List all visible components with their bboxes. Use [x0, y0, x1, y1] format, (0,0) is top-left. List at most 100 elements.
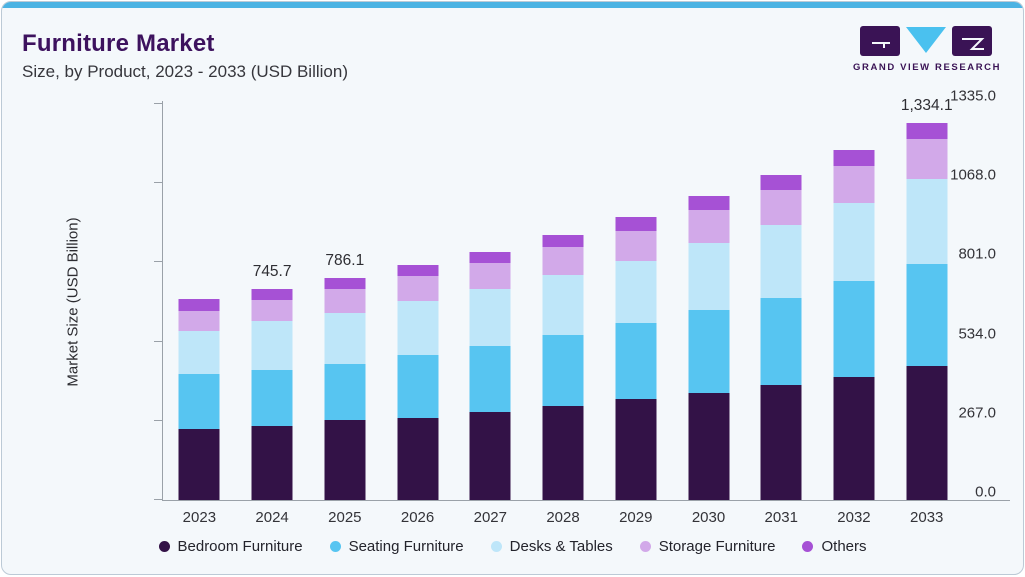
bar-segment-2031-storage-furniture: [760, 190, 802, 225]
bar-segment-2023-bedroom-furniture: [178, 429, 220, 500]
bar-value-label-2033: 1,334.1: [900, 96, 953, 114]
bar-segment-2026-storage-furniture: [397, 276, 439, 301]
x-axis-label-2032: 2032: [837, 509, 871, 526]
bar-segment-2031-desks-tables: [760, 224, 802, 298]
y-tick-267-0: [154, 419, 163, 421]
stacked-bar-2033: [906, 123, 948, 500]
y-tick-label-801-0: 801.0: [958, 245, 996, 263]
bar-segment-2029-seating-furniture: [615, 323, 657, 400]
bar-segment-2028-desks-tables: [542, 275, 584, 335]
bar-group: 2023 745.7 2024 786.1 2025 2026 2027 2028 2029 20…: [163, 96, 963, 526]
legend-label-seating-furniture: Seating Furniture: [348, 538, 464, 555]
legend-label-bedroom-furniture: Bedroom Furniture: [177, 538, 303, 555]
bar-segment-2025-storage-furniture: [324, 289, 366, 313]
bar-segment-2029-storage-furniture: [615, 230, 657, 261]
x-axis-label-2029: 2029: [619, 509, 653, 526]
y-tick-1068-0: [154, 182, 163, 184]
bar-slot-2027: 2027: [454, 100, 527, 526]
legend-dot-desks-tables: [490, 541, 502, 552]
bar-segment-2028-others: [542, 235, 584, 248]
x-axis-label-2028: 2028: [546, 509, 580, 526]
page-title: Furniture Market: [22, 30, 215, 57]
bar-segment-2023-seating-furniture: [178, 374, 220, 429]
legend-dot-bedroom-furniture: [158, 541, 170, 552]
y-tick-801-0: [154, 261, 163, 263]
x-axis-label-2023: 2023: [182, 509, 217, 526]
bar-segment-2030-bedroom-furniture: [688, 392, 729, 500]
bar-segment-2027-storage-furniture: [469, 263, 511, 289]
x-axis-label-2033: 2033: [910, 509, 944, 526]
bar-value-label-2024: 745.7: [252, 263, 292, 281]
x-axis-label-2024: 2024: [255, 509, 289, 526]
bar-segment-2033-desks-tables: [906, 179, 948, 264]
y-tick-1335-0: [154, 103, 163, 104]
bar-segment-2028-storage-furniture: [542, 247, 584, 275]
stacked-bar-2024: [251, 289, 293, 500]
bar-segment-2024-storage-furniture: [251, 299, 293, 322]
bar-segment-2031-seating-furniture: [760, 297, 802, 385]
bar-segment-2033-bedroom-furniture: [906, 366, 948, 500]
legend-item-seating-furniture: Seating Furniture: [329, 538, 464, 555]
bar-slot-2029: 2029: [599, 100, 672, 526]
legend-item-desks-tables: Desks & Tables: [490, 538, 613, 555]
legend-dot-seating-furniture: [329, 541, 341, 552]
top-accent-strip: [2, 2, 1023, 8]
bar-slot-2028: 2028: [527, 100, 600, 526]
x-axis-label-2031: 2031: [764, 509, 798, 526]
bar-segment-2033-storage-furniture: [906, 139, 948, 180]
y-tick-label-267-0: 267.0: [958, 404, 996, 422]
bar-segment-2030-seating-furniture: [688, 310, 729, 393]
bar-segment-2023-others: [178, 299, 220, 311]
stacked-bar-2032: [833, 149, 875, 500]
stacked-bar-2029: [615, 217, 657, 500]
legend-item-bedroom-furniture: Bedroom Furniture: [158, 538, 303, 555]
bar-segment-2030-desks-tables: [688, 242, 729, 311]
bar-segment-2031-bedroom-furniture: [760, 384, 802, 500]
stacked-bar-2026: [397, 264, 439, 500]
bar-segment-2024-bedroom-furniture: [251, 425, 293, 500]
stacked-bar-2025: [324, 277, 366, 500]
stacked-bar-2023: [178, 299, 220, 500]
bar-slot-2031: 2031: [745, 100, 818, 526]
bar-segment-2024-seating-furniture: [251, 369, 293, 426]
bar-segment-2030-storage-furniture: [688, 210, 729, 243]
bar-segment-2026-desks-tables: [397, 300, 439, 355]
bar-segment-2032-seating-furniture: [833, 280, 875, 377]
bar-segment-2025-seating-furniture: [324, 364, 366, 421]
bar-segment-2025-others: [324, 277, 366, 290]
legend-label-others: Others: [821, 538, 867, 555]
bar-segment-2024-desks-tables: [251, 321, 293, 370]
chart-subtitle: Size, by Product, 2023 - 2033 (USD Billi…: [22, 62, 348, 81]
x-axis-label-2027: 2027: [473, 509, 507, 526]
legend-item-storage-furniture: Storage Furniture: [639, 538, 776, 555]
bar-segment-2029-others: [615, 217, 657, 231]
bar-segment-2028-bedroom-furniture: [542, 406, 584, 500]
bar-segment-2026-seating-furniture: [397, 354, 439, 419]
bar-segment-2032-others: [833, 149, 875, 167]
legend-label-storage-furniture: Storage Furniture: [658, 538, 776, 555]
bar-segment-2023-desks-tables: [178, 330, 220, 375]
bar-slot-2023: 2023: [163, 100, 236, 526]
stacked-bar-2030: [688, 195, 729, 500]
x-axis-label-2026: 2026: [400, 509, 435, 526]
bar-segment-2032-desks-tables: [833, 202, 875, 281]
legend-item-others: Others: [802, 538, 867, 555]
y-tick-label-534-0: 534.0: [958, 325, 996, 343]
bar-segment-2029-bedroom-furniture: [615, 399, 657, 500]
bar-slot-2026: 2026: [381, 100, 454, 526]
y-tick-label-0-0: 0.0: [975, 483, 996, 501]
bar-segment-2024-others: [251, 289, 293, 300]
bar-slot-2025: 786.1 2025: [308, 100, 381, 526]
bar-segment-2027-others: [469, 251, 511, 264]
bar-slot-2033: 1,334.1 2033: [890, 96, 963, 526]
y-axis-title: Market Size (USD Billion): [64, 217, 82, 387]
y-tick-534-0: [154, 340, 163, 342]
bar-segment-2032-bedroom-furniture: [833, 376, 875, 500]
grand-view-research-logo: GRAND VIEW RESEARCH: [853, 26, 1000, 73]
legend-dot-others: [802, 541, 814, 552]
gvr-logo-icon: [860, 26, 992, 56]
bar-segment-2027-bedroom-furniture: [469, 412, 511, 500]
bar-segment-2026-others: [397, 264, 439, 277]
legend-label-desks-tables: Desks & Tables: [509, 538, 613, 555]
